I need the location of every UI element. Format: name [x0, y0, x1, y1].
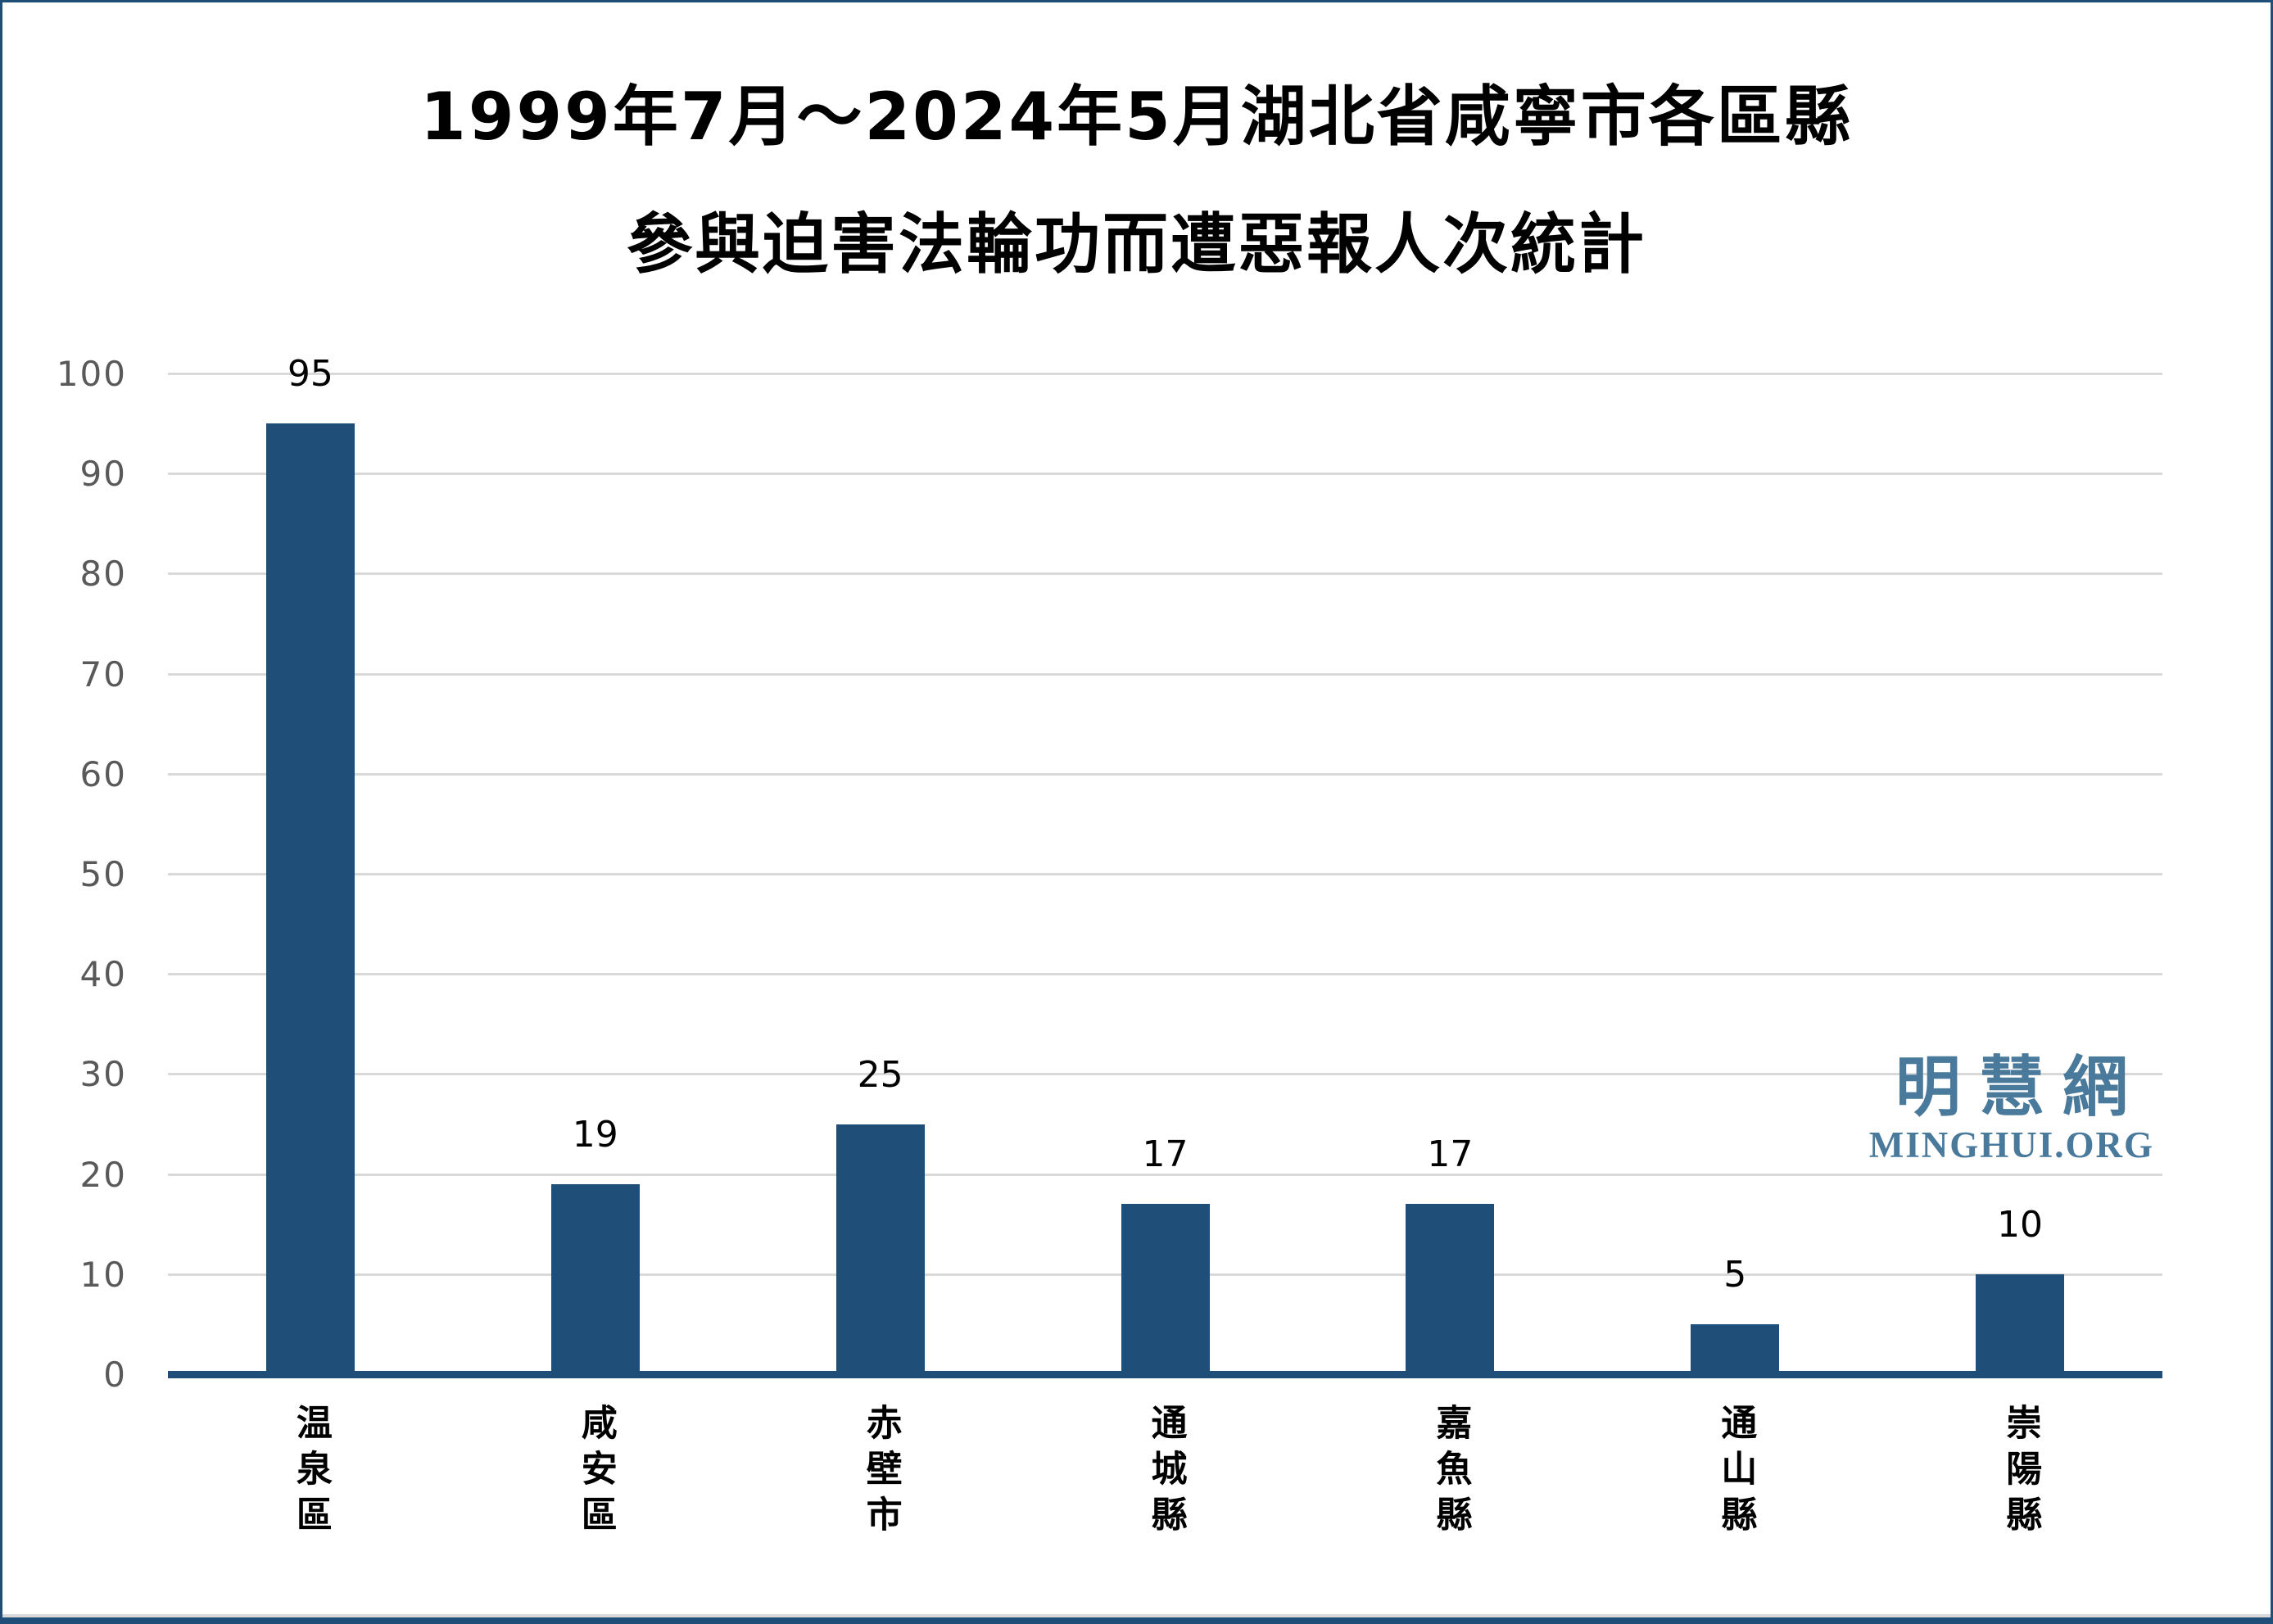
chart-title-line2: 參與迫害法輪功而遭惡報人次統計 — [627, 206, 1646, 283]
minghui-watermark: 明慧網 MINGHUI.ORG — [1869, 1053, 2154, 1165]
value-label-赤壁市: 25 — [857, 1053, 903, 1096]
value-label-通城縣: 17 — [1142, 1133, 1189, 1176]
x-category-label-咸安區: 咸安區 — [574, 1404, 617, 1541]
value-label-通山縣: 5 — [1723, 1253, 1747, 1296]
x-label-slot: 咸安區 — [453, 1404, 738, 1541]
gridline-20 — [168, 1173, 2162, 1176]
x-label-slot: 嘉魚縣 — [1307, 1404, 1592, 1541]
y-tick-label-80: 80 — [79, 554, 127, 595]
x-label-slot: 赤壁市 — [738, 1404, 1023, 1541]
x-label-slot: 通山縣 — [1592, 1404, 1877, 1541]
gridline-60 — [168, 772, 2162, 776]
gridline-100 — [168, 373, 2162, 375]
x-category-label-嘉魚縣: 嘉魚縣 — [1429, 1404, 1472, 1541]
bar-通山縣 — [1691, 1323, 1780, 1374]
value-label-温泉區: 95 — [287, 353, 333, 396]
y-tick-label-20: 20 — [79, 1154, 127, 1195]
chart-title: 1999年7月～2024年5月湖北省咸寧市各區縣 參與迫害法輪功而遭惡報人次統計 — [2, 53, 2271, 309]
bar-温泉區 — [265, 423, 355, 1374]
value-label-咸安區: 19 — [572, 1113, 618, 1156]
y-tick-label-40: 40 — [79, 954, 127, 995]
gridline-40 — [168, 973, 2162, 976]
y-tick-label-50: 50 — [79, 854, 127, 894]
x-label-slot: 崇陽縣 — [1877, 1404, 2162, 1541]
bottom-divider-line — [2, 1614, 2271, 1617]
x-category-label-温泉區: 温泉區 — [289, 1404, 332, 1541]
y-tick-label-70: 70 — [79, 654, 127, 694]
minghui-watermark-latin: MINGHUI.ORG — [1868, 1124, 2154, 1165]
value-label-崇陽縣: 10 — [1997, 1203, 2044, 1246]
y-tick-label-90: 90 — [79, 454, 127, 495]
value-label-嘉魚縣: 17 — [1427, 1133, 1474, 1176]
gridline-70 — [168, 672, 2162, 676]
bar-崇陽縣 — [1976, 1273, 2065, 1374]
x-axis-line — [168, 1371, 2162, 1378]
bar-嘉魚縣 — [1406, 1204, 1495, 1374]
chart-title-line1: 1999年7月～2024年5月湖北省咸寧市各區縣 — [420, 79, 1853, 155]
gridline-50 — [168, 873, 2162, 875]
x-category-label-通山縣: 通山縣 — [1714, 1404, 1757, 1541]
bar-通城縣 — [1121, 1204, 1210, 1374]
x-category-label-通城縣: 通城縣 — [1144, 1404, 1187, 1541]
x-label-slot: 通城縣 — [1023, 1404, 1308, 1541]
bar-赤壁市 — [835, 1124, 925, 1374]
minghui-watermark-cjk: 明慧網 — [1895, 1049, 2146, 1125]
y-tick-label-30: 30 — [79, 1054, 127, 1095]
y-tick-label-0: 0 — [103, 1355, 127, 1395]
y-tick-label-100: 100 — [56, 354, 127, 394]
gridline-80 — [168, 572, 2162, 576]
bar-chart-plot-area: 0 10 20 30 40 50 60 70 80 90 100 95 19 25 17 17 5 10 温泉區… — [57, 356, 2162, 1541]
gridline-30 — [168, 1073, 2162, 1076]
gridline-90 — [168, 473, 2162, 476]
x-category-label-崇陽縣: 崇陽縣 — [1999, 1404, 2042, 1541]
x-category-label-赤壁市: 赤壁市 — [859, 1404, 902, 1541]
x-label-slot: 温泉區 — [168, 1404, 453, 1541]
bar-咸安區 — [550, 1183, 640, 1374]
y-tick-label-60: 60 — [79, 753, 127, 794]
y-tick-label-10: 10 — [79, 1254, 127, 1295]
